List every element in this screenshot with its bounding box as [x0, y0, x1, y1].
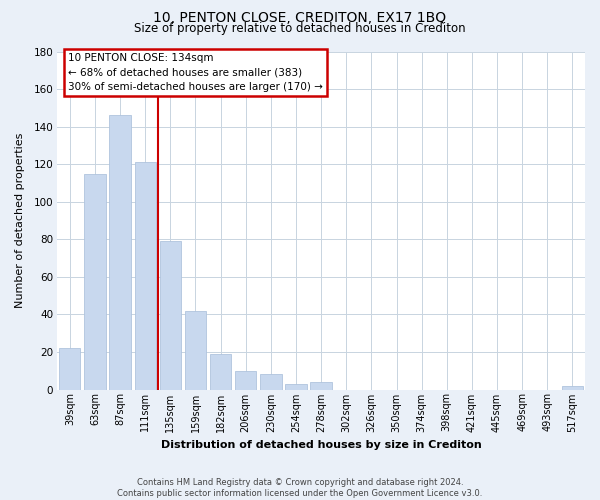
- Bar: [109, 116, 131, 390]
- Text: Contains HM Land Registry data © Crown copyright and database right 2024.
Contai: Contains HM Land Registry data © Crown c…: [118, 478, 482, 498]
- Bar: [235, 370, 256, 390]
- Text: 10 PENTON CLOSE: 134sqm
← 68% of detached houses are smaller (383)
30% of semi-d: 10 PENTON CLOSE: 134sqm ← 68% of detache…: [68, 53, 323, 92]
- Bar: [160, 241, 181, 390]
- Bar: [562, 386, 583, 390]
- Y-axis label: Number of detached properties: Number of detached properties: [15, 133, 25, 308]
- Bar: [134, 162, 156, 390]
- X-axis label: Distribution of detached houses by size in Crediton: Distribution of detached houses by size …: [161, 440, 482, 450]
- Bar: [260, 374, 281, 390]
- Bar: [286, 384, 307, 390]
- Text: Size of property relative to detached houses in Crediton: Size of property relative to detached ho…: [134, 22, 466, 35]
- Bar: [59, 348, 80, 390]
- Bar: [310, 382, 332, 390]
- Bar: [210, 354, 231, 390]
- Bar: [84, 174, 106, 390]
- Text: 10, PENTON CLOSE, CREDITON, EX17 1BQ: 10, PENTON CLOSE, CREDITON, EX17 1BQ: [154, 11, 446, 25]
- Bar: [185, 310, 206, 390]
